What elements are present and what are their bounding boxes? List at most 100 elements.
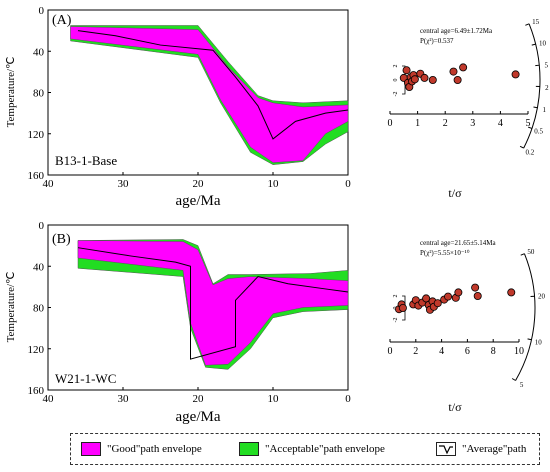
- grain-point: [453, 76, 462, 85]
- grain-point: [402, 66, 411, 75]
- radial-arc-tick: [531, 43, 536, 46]
- y-tick-label: 0: [39, 220, 45, 232]
- radial-arc-tick: [511, 378, 516, 381]
- thermal-plot-a: 40 30 20 10 0 0 40 80 120 160 (A) B13-1-Base age/…: [5, 5, 351, 209]
- x-tick-label: 40: [43, 178, 55, 190]
- y-tick-label: 120: [28, 129, 45, 141]
- radial-x-tick-label: 6: [465, 346, 470, 357]
- radial-x-tick-label: 10: [514, 346, 524, 357]
- legend-acceptable-label: "Acceptable"path envelope: [265, 443, 385, 455]
- good-swatch: [81, 442, 101, 456]
- radial-x-tick-label: 8: [491, 346, 496, 357]
- sample-b-label: W21-1-WC: [55, 371, 116, 386]
- plot-b-ylabel: Temperature/℃: [5, 272, 17, 343]
- radial-arc-tick: [519, 145, 524, 149]
- grain-point: [511, 70, 520, 79]
- y-tick-label: 80: [33, 88, 45, 100]
- sample-a-label: B13-1-Base: [55, 153, 117, 168]
- average-path-line: [77, 30, 349, 140]
- grain-point: [444, 292, 453, 301]
- grain-point: [420, 73, 429, 82]
- radial-x-tick-label: 1: [415, 118, 420, 129]
- x-tick-label: 20: [193, 393, 205, 405]
- radial-arc: [515, 253, 536, 381]
- legend-item-good: "Good"path envelope: [81, 442, 202, 456]
- radial-arc-tick-label: 5: [544, 61, 548, 69]
- panel-b-label: (B): [52, 232, 71, 247]
- radial-b-xlabel: t/σ: [448, 400, 462, 414]
- grain-point: [473, 291, 482, 300]
- radial-a-stat-2: P(χ²)=0.537: [420, 37, 454, 45]
- plot-a-ylabel: Temperature/℃: [5, 57, 17, 128]
- grain-point: [433, 299, 442, 308]
- y-tick-label: 160: [28, 170, 45, 182]
- radial-x-tick-label: 3: [470, 118, 475, 129]
- radial-x-tick-label: 4: [439, 346, 444, 357]
- radial-arc-tick-label: 10: [535, 338, 543, 346]
- radial-x-tick-label: 5: [526, 118, 531, 129]
- radial-arc-tick-label: 0.5: [534, 128, 543, 136]
- acceptable-swatch: [239, 442, 259, 456]
- radial-arc-tick: [528, 126, 533, 129]
- radial-x-tick-label: 0: [388, 118, 393, 129]
- radial-arc-tick-label: 10: [539, 39, 547, 47]
- grain-point: [459, 63, 468, 72]
- legend-good-label: "Good"path envelope: [107, 443, 202, 455]
- grain-point: [410, 75, 419, 84]
- radial-b-stat-1: central age=21.65±5.14Ma: [420, 239, 497, 247]
- radial-y-tick-label: -2: [393, 92, 399, 97]
- radial-x-tick-label: 0: [388, 346, 393, 357]
- y-tick-label: 0: [39, 5, 45, 17]
- y-tick-label: 80: [33, 303, 45, 315]
- legend-box: "Good"path envelope "Acceptable"path env…: [70, 433, 540, 465]
- radial-arc-tick-label: 2: [545, 84, 549, 92]
- radial-x-tick-label: 2: [413, 346, 418, 357]
- radial-b-stat-2: P(χ²)=5.55×10⁻¹⁰: [420, 249, 470, 257]
- radial-arc-tick: [520, 253, 525, 256]
- radial-y-tick-label: -2: [393, 318, 399, 323]
- x-tick-label: 20: [193, 178, 205, 190]
- good-envelope: [77, 240, 349, 366]
- grain-point: [428, 76, 437, 85]
- radial-arc-tick: [525, 23, 530, 26]
- x-tick-label: 30: [118, 393, 130, 405]
- average-path-icon: [436, 442, 456, 456]
- radial-arc-tick-label: 1: [543, 106, 547, 114]
- y-tick-label: 160: [28, 385, 45, 397]
- radial-arc-tick: [527, 338, 532, 341]
- legend-item-acceptable: "Acceptable"path envelope: [239, 442, 385, 456]
- radial-y-tick-label: 2: [393, 65, 399, 68]
- grain-point: [449, 67, 458, 76]
- good-envelope: [70, 26, 349, 163]
- legend-item-average: "Average"path: [436, 442, 526, 456]
- radial-arc-tick-label: 15: [532, 18, 540, 26]
- grain-point: [398, 303, 407, 312]
- average-path-line: [77, 247, 349, 360]
- radial-arc-tick-label: 50: [527, 248, 535, 256]
- y-tick-label: 40: [33, 261, 45, 273]
- radial-arc-tick-label: 0.2: [526, 148, 535, 156]
- x-tick-label: 10: [268, 178, 280, 190]
- panel-a-label: (A): [52, 13, 72, 28]
- grain-point: [454, 288, 463, 297]
- y-tick-label: 120: [28, 344, 45, 356]
- legend-average-label: "Average"path: [462, 443, 527, 455]
- radial-x-tick-label: 4: [498, 118, 503, 129]
- x-tick-label: 10: [268, 393, 280, 405]
- radial-arc-tick-label: 5: [520, 381, 524, 389]
- radial-a-stat-1: central age=6.49±1.72Ma: [420, 27, 493, 35]
- radial-plot-a: 0 1 2 3 4 5 -2 0 2 15 10 5 2 1 0.5 0.2 central age=6.49…: [388, 18, 550, 200]
- thermal-plot-b: 40 30 20 10 0 0 40 80 120 160 (B) W21-1-WC age/Ma…: [5, 220, 351, 425]
- x-tick-label: 30: [118, 178, 130, 190]
- x-tick-label: 40: [43, 393, 55, 405]
- plot-a-xlabel: age/Ma: [176, 193, 221, 209]
- radial-arc-tick-label: 20: [538, 293, 546, 301]
- y-tick-label: 40: [33, 46, 45, 58]
- radial-x-tick-label: 2: [443, 118, 448, 129]
- radial-y-tick-label: 2: [393, 295, 399, 298]
- radial-y-tick-label: 0: [393, 79, 399, 82]
- grain-point: [507, 288, 516, 297]
- grain-point: [471, 283, 480, 292]
